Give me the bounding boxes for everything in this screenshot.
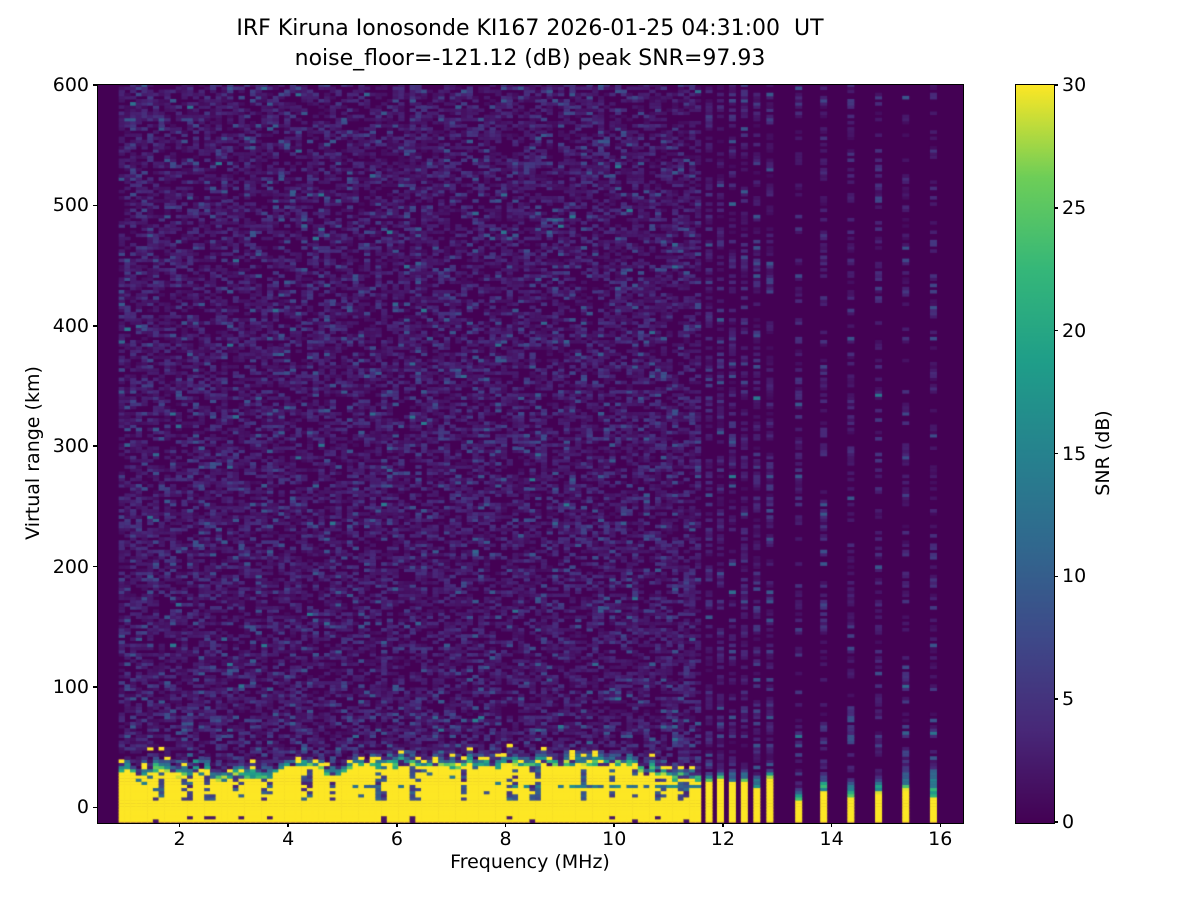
tick-mark <box>1054 84 1058 86</box>
tick-mark <box>93 686 97 688</box>
tick-mark <box>93 204 97 207</box>
tick-mark <box>1054 452 1058 455</box>
chart-title-line2: noise_floor=-121.12 (dB) peak SNR=97.93 <box>294 46 766 71</box>
tick-mark <box>93 806 97 809</box>
colorbar-label: SNR (dB) <box>1092 410 1114 496</box>
chart-title-line1: IRF Kiruna Ionosonde KI167 2026-01-25 04… <box>236 16 824 41</box>
tick-label: 16 <box>928 828 953 850</box>
tick-mark <box>396 823 398 827</box>
tick-mark <box>939 823 941 827</box>
tick-label: 4 <box>282 828 295 850</box>
tick-label: 100 <box>52 675 89 698</box>
tick-label: 500 <box>52 194 89 217</box>
tick-label: 10 <box>1062 565 1087 588</box>
tick-mark <box>722 823 724 827</box>
tick-mark <box>613 823 615 827</box>
tick-mark <box>1054 575 1058 578</box>
tick-mark <box>93 325 97 327</box>
x-axis-label: Frequency (MHz) <box>450 851 610 873</box>
tick-mark <box>93 565 97 568</box>
tick-label: 20 <box>1062 319 1087 342</box>
tick-mark <box>830 823 833 827</box>
tick-label: 8 <box>499 828 512 850</box>
tick-label: 0 <box>76 796 89 819</box>
tick-label: 6 <box>390 828 403 850</box>
tick-label: 5 <box>1062 688 1075 711</box>
y-axis-label: Virtual range (km) <box>22 366 44 540</box>
tick-mark <box>178 823 181 827</box>
tick-mark <box>1054 698 1058 700</box>
colorbar-gradient-canvas <box>1016 85 1054 823</box>
tick-label: 12 <box>710 828 735 850</box>
tick-label: 15 <box>1062 442 1087 465</box>
colorbar-frame <box>1015 84 1055 824</box>
plot-area-frame <box>97 84 964 824</box>
tick-label: 400 <box>52 314 89 337</box>
tick-mark <box>1054 207 1058 209</box>
tick-label: 25 <box>1062 196 1087 219</box>
tick-label: 10 <box>602 828 627 850</box>
tick-label: 600 <box>52 74 89 96</box>
tick-label: 0 <box>1062 811 1075 833</box>
tick-mark <box>287 823 289 827</box>
tick-label: 30 <box>1062 74 1087 96</box>
tick-mark <box>1054 329 1058 332</box>
tick-mark <box>93 445 97 447</box>
tick-label: 2 <box>173 828 186 850</box>
tick-mark <box>504 823 507 827</box>
ionogram-heatmap-canvas <box>98 85 963 823</box>
tick-mark <box>93 84 97 86</box>
tick-label: 200 <box>52 555 89 578</box>
tick-label: 300 <box>52 435 89 458</box>
tick-mark <box>1054 821 1058 823</box>
tick-label: 14 <box>819 828 844 850</box>
